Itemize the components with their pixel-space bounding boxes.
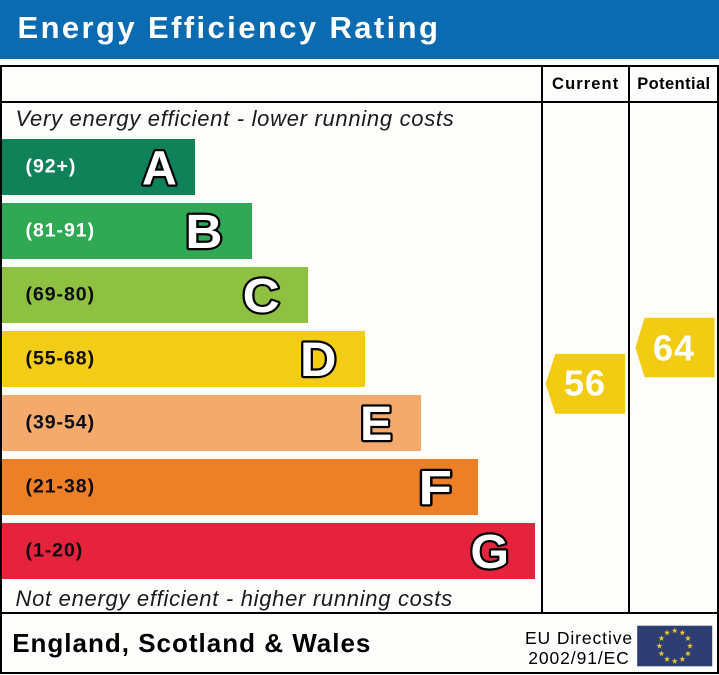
svg-text:E: E — [360, 397, 392, 451]
svg-text:C: C — [243, 269, 280, 323]
svg-text:D: D — [300, 333, 337, 387]
svg-text:F: F — [419, 461, 453, 515]
svg-text:56: 56 — [564, 363, 606, 404]
svg-text:G: G — [470, 525, 509, 579]
svg-text:64: 64 — [653, 328, 695, 369]
svg-text:B: B — [185, 205, 222, 259]
svg-text:A: A — [142, 142, 177, 196]
